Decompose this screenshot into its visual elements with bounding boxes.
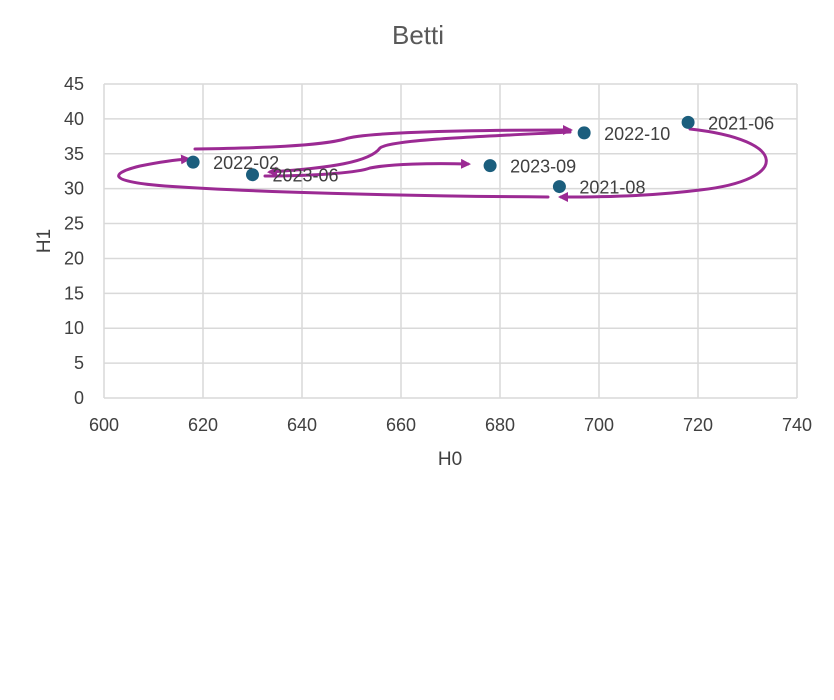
point-labels: 2021-06 2021-08 2022-02 2022-10 2023-06 2023-…: [213, 113, 774, 197]
x-tick-label: 640: [287, 415, 317, 435]
data-point: [186, 155, 200, 169]
y-tick-label: 40: [64, 109, 84, 129]
x-axis-title: H0: [438, 449, 462, 470]
x-tick-label: 700: [584, 415, 614, 435]
chart-title: Betti: [392, 20, 444, 50]
y-tick-label: 0: [74, 388, 84, 408]
x-tick-label: 740: [782, 415, 812, 435]
x-tick-label: 600: [89, 415, 119, 435]
point-label: 2021-06: [708, 113, 774, 133]
x-tick-label: 660: [386, 415, 416, 435]
gridlines: [103, 83, 798, 399]
y-tick-label: 15: [64, 283, 84, 303]
trajectory-arrow: [267, 130, 572, 177]
data-point: [681, 115, 695, 129]
data-point: [483, 159, 497, 173]
y-axis-title: H1: [34, 229, 55, 253]
y-tick-labels: 0 5 10 15 20 25 30 35 40 45: [64, 74, 84, 408]
x-tick-labels: 600 620 640 660 680 700 720 740: [89, 415, 812, 435]
y-tick-label: 25: [64, 214, 84, 234]
x-tick-label: 620: [188, 415, 218, 435]
y-tick-label: 35: [64, 144, 84, 164]
x-tick-label: 720: [683, 415, 713, 435]
data-point: [552, 180, 566, 194]
data-points: [186, 115, 695, 194]
x-tick-label: 680: [485, 415, 515, 435]
trajectory-arrow: [117, 154, 550, 199]
trajectory-arrow: [193, 125, 573, 151]
point-label: 2023-06: [273, 166, 339, 186]
y-tick-label: 45: [64, 74, 84, 94]
trajectory-arrow: [558, 127, 768, 202]
trajectory-arrow: [263, 158, 471, 178]
y-tick-label: 20: [64, 248, 84, 268]
point-label: 2021-08: [579, 178, 645, 198]
y-tick-label: 30: [64, 179, 84, 199]
y-tick-label: 5: [74, 353, 84, 373]
data-point: [577, 126, 591, 140]
data-point: [246, 168, 259, 182]
trajectory-arrows: [117, 125, 768, 202]
point-label: 2022-10: [604, 124, 670, 144]
point-label: 2022-02: [213, 153, 279, 173]
y-tick-label: 10: [64, 318, 84, 338]
point-label: 2023-09: [510, 157, 576, 177]
